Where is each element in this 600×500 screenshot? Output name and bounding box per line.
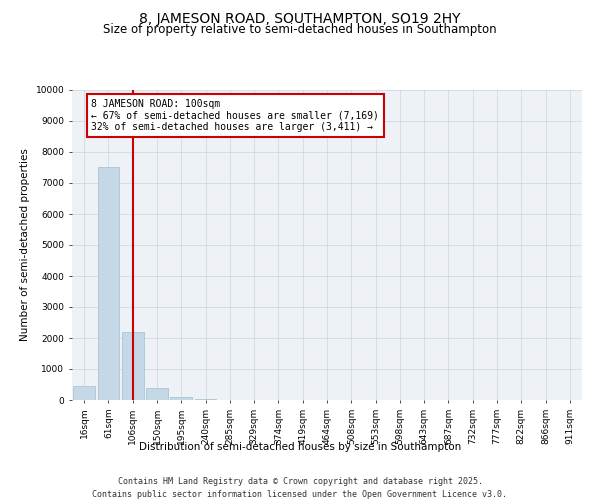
Bar: [146, 388, 168, 400]
Text: Contains public sector information licensed under the Open Government Licence v3: Contains public sector information licen…: [92, 490, 508, 499]
Bar: [194, 399, 217, 400]
Text: Contains HM Land Registry data © Crown copyright and database right 2025.: Contains HM Land Registry data © Crown c…: [118, 478, 482, 486]
Bar: [122, 332, 143, 400]
Y-axis label: Number of semi-detached properties: Number of semi-detached properties: [20, 148, 30, 342]
Text: 8, JAMESON ROAD, SOUTHAMPTON, SO19 2HY: 8, JAMESON ROAD, SOUTHAMPTON, SO19 2HY: [139, 12, 461, 26]
Bar: [170, 397, 192, 400]
Bar: [97, 168, 119, 400]
Text: 8 JAMESON ROAD: 100sqm
← 67% of semi-detached houses are smaller (7,169)
32% of : 8 JAMESON ROAD: 100sqm ← 67% of semi-det…: [91, 100, 379, 132]
Bar: [73, 386, 95, 400]
Text: Distribution of semi-detached houses by size in Southampton: Distribution of semi-detached houses by …: [139, 442, 461, 452]
Text: Size of property relative to semi-detached houses in Southampton: Size of property relative to semi-detach…: [103, 22, 497, 36]
